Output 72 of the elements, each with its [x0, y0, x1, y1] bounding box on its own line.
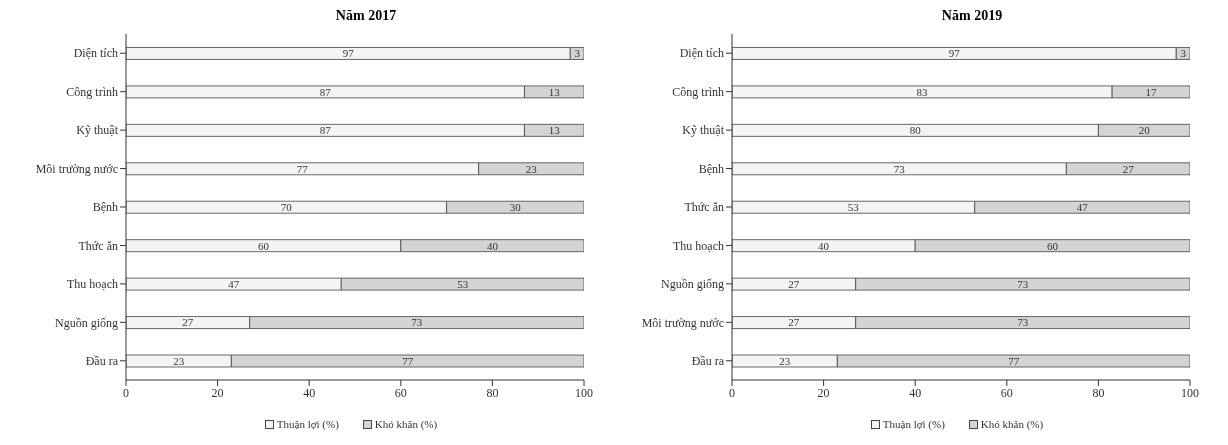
data-label: 70 — [280, 201, 293, 214]
data-label: 27 — [1122, 162, 1135, 175]
y-tick-label: Thức ăn — [684, 200, 724, 215]
data-label: 27 — [182, 316, 194, 329]
data-label: 73 — [411, 316, 423, 329]
y-tick-label: Nguồn giống — [55, 315, 118, 330]
data-label: 47 — [1076, 201, 1089, 214]
y-tick-label: Kỹ thuật — [76, 123, 119, 138]
data-label: 27 — [788, 278, 800, 291]
data-label: 97 — [342, 47, 355, 60]
data-label: 40 — [486, 239, 499, 252]
data-label: 23 — [525, 162, 538, 175]
y-tick-label: Công trình — [672, 84, 724, 99]
data-label: 13 — [548, 85, 561, 98]
data-label: 73 — [1017, 316, 1029, 329]
y-tick-label: Bệnh — [92, 200, 118, 215]
data-label: 73 — [893, 162, 906, 175]
x-tick-label: 0 — [729, 385, 735, 400]
legend-label: Thuận lợi (%) — [276, 418, 339, 430]
data-label: 53 — [847, 201, 860, 214]
x-tick-label: 20 — [211, 385, 224, 400]
y-tick-label: Đầu ra — [85, 354, 119, 369]
data-label: 53 — [457, 278, 469, 291]
data-label: 20 — [1138, 124, 1151, 137]
x-tick-label: 40 — [303, 385, 316, 400]
data-label: 80 — [909, 124, 922, 137]
y-tick-label: Kỹ thuật — [682, 123, 725, 138]
legend-label: Thuận lợi (%) — [882, 418, 945, 430]
y-tick-label: Đầu ra — [691, 354, 725, 369]
chart-title: Năm 2017 — [334, 8, 398, 25]
data-label: 60 — [257, 239, 270, 252]
y-tick-label: Diện tích — [679, 46, 724, 61]
data-label: 47 — [228, 278, 240, 291]
y-tick-label: Thu hoạch — [673, 238, 724, 253]
data-label: 17 — [1145, 85, 1158, 98]
x-tick-label: 100 — [1181, 385, 1199, 400]
data-label: 77 — [296, 162, 309, 175]
y-tick-label: Môi trường nước — [35, 161, 118, 176]
data-label: 13 — [548, 124, 561, 137]
data-label: 60 — [1047, 239, 1059, 252]
x-tick-label: 100 — [575, 385, 593, 400]
y-tick-label: Diện tích — [73, 46, 118, 61]
x-tick-label: 80 — [1092, 385, 1105, 400]
y-tick-label: Công trình — [66, 84, 118, 99]
x-tick-label: 0 — [123, 385, 129, 400]
y-tick-label: Môi trường nước — [641, 315, 724, 330]
data-label: 3 — [1180, 47, 1187, 60]
x-tick-label: 80 — [486, 385, 499, 400]
data-label: 97 — [948, 47, 961, 60]
data-label: 73 — [1017, 278, 1029, 291]
data-label: 23 — [173, 354, 185, 367]
data-label: 30 — [509, 201, 522, 214]
data-label: 77 — [1008, 354, 1020, 367]
data-label: 23 — [779, 354, 791, 367]
x-tick-label: 20 — [817, 385, 830, 400]
legend-label: Khó khăn (%) — [980, 418, 1044, 430]
data-label: 77 — [402, 354, 414, 367]
data-label: 83 — [916, 85, 929, 98]
chart-title: Năm 2019 — [940, 8, 1004, 25]
y-tick-label: Thu hoạch — [67, 277, 118, 292]
data-label: 3 — [574, 47, 581, 60]
y-tick-label: Bệnh — [698, 161, 724, 176]
y-tick-label: Thức ăn — [78, 238, 118, 253]
x-tick-label: 60 — [394, 385, 407, 400]
data-label: 87 — [319, 85, 332, 98]
data-label: 40 — [818, 239, 830, 252]
legend-label: Khó khăn (%) — [374, 418, 438, 430]
x-tick-label: 60 — [1000, 385, 1013, 400]
data-label: 87 — [319, 124, 332, 137]
y-tick-label: Nguồn giống — [661, 277, 724, 292]
x-tick-label: 40 — [909, 385, 922, 400]
data-label: 27 — [788, 316, 800, 329]
